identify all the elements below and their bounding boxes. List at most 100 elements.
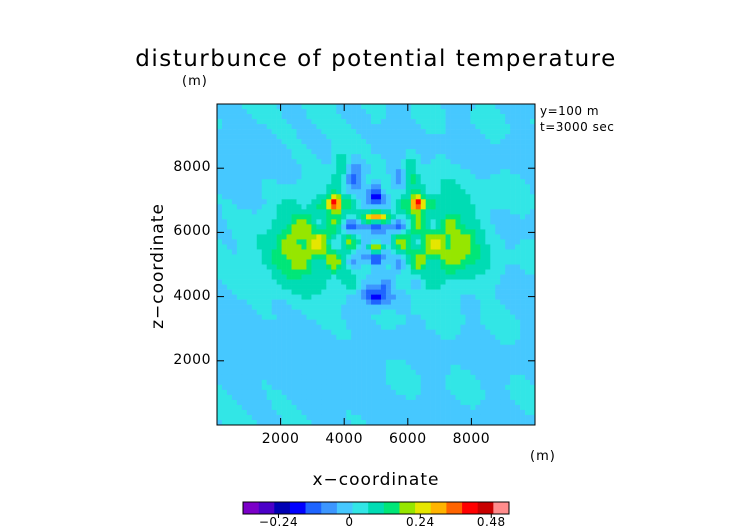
heatmap-cell	[505, 364, 511, 371]
heatmap-cell	[346, 174, 352, 180]
heatmap-cell	[525, 399, 531, 406]
heatmap-cell	[400, 339, 407, 346]
heatmap-cell	[276, 299, 282, 305]
heatmap-cell	[336, 224, 342, 230]
heatmap-cell	[371, 369, 377, 376]
heatmap-cell	[445, 409, 451, 416]
heatmap-cell	[400, 259, 407, 265]
heatmap-cell	[286, 144, 292, 150]
heatmap-cell	[361, 239, 367, 245]
heatmap-cell	[460, 124, 466, 130]
heatmap-cell	[470, 389, 476, 396]
heatmap-cell	[515, 154, 521, 160]
heatmap-cell	[430, 389, 436, 396]
heatmap-cell	[231, 169, 238, 175]
heatmap-cell	[361, 339, 367, 346]
heatmap-cell	[276, 259, 282, 265]
heatmap-cell	[306, 364, 312, 371]
heatmap-cell	[336, 214, 342, 220]
heatmap-cell	[430, 374, 436, 381]
heatmap-cell	[311, 299, 317, 305]
heatmap-cell	[480, 394, 486, 401]
heatmap-cell	[356, 374, 362, 381]
heatmap-cell	[286, 219, 292, 225]
heatmap-cell	[445, 109, 451, 115]
heatmap-cell	[321, 109, 327, 115]
heatmap-cell	[410, 264, 417, 270]
heatmap-cell	[505, 139, 511, 145]
heatmap-cell	[256, 184, 263, 190]
heatmap-cell	[217, 329, 223, 336]
heatmap-cell	[435, 324, 441, 331]
heatmap-cell	[306, 329, 312, 336]
heatmap-cell	[236, 414, 243, 421]
heatmap-cell	[495, 314, 501, 320]
heatmap-cell	[251, 149, 258, 155]
heatmap-cell	[445, 129, 451, 135]
heatmap-cell	[251, 159, 258, 165]
heatmap-cell	[376, 114, 382, 120]
heatmap-cell	[385, 349, 392, 356]
heatmap-cell	[296, 304, 302, 310]
heatmap-cell	[390, 214, 397, 220]
heatmap-cell	[251, 199, 258, 205]
heatmap-cell	[445, 184, 451, 190]
heatmap-cell	[525, 274, 531, 280]
heatmap-cell	[291, 209, 297, 215]
heatmap-cell	[316, 104, 322, 110]
heatmap-cell	[256, 129, 263, 135]
heatmap-cell	[525, 414, 531, 421]
heatmap-cell	[376, 349, 382, 356]
heatmap-cell	[346, 249, 352, 255]
heatmap-cell	[475, 349, 481, 356]
heatmap-cell	[415, 294, 422, 300]
heatmap-cell	[530, 299, 536, 305]
heatmap-cell	[505, 359, 511, 366]
heatmap-cell	[296, 179, 302, 185]
heatmap-cell	[500, 159, 506, 165]
heatmap-cell	[236, 289, 243, 295]
heatmap-cell	[495, 159, 501, 165]
heatmap-cell	[515, 349, 521, 356]
heatmap-cell	[485, 374, 491, 381]
heatmap-cell	[316, 139, 322, 145]
heatmap-cell	[410, 349, 417, 356]
heatmap-cell	[475, 384, 481, 391]
heatmap-cell	[500, 129, 506, 135]
heatmap-cell	[261, 334, 267, 341]
heatmap-cell	[231, 204, 238, 210]
heatmap-cell	[261, 194, 267, 200]
heatmap-cell	[475, 284, 481, 290]
heatmap-cell	[525, 199, 531, 205]
heatmap-cell	[405, 289, 412, 295]
heatmap-cell	[366, 214, 372, 220]
heatmap-cell	[530, 289, 536, 295]
heatmap-cell	[291, 224, 297, 230]
heatmap-cell	[380, 374, 387, 381]
heatmap-cell	[366, 314, 372, 320]
heatmap-cell	[425, 109, 431, 115]
heatmap-cell	[385, 299, 392, 305]
heatmap-cell	[445, 169, 451, 175]
heatmap-cell	[266, 229, 272, 235]
heatmap-cell	[470, 244, 476, 250]
heatmap-cell	[296, 314, 302, 320]
heatmap-cell	[301, 174, 307, 180]
heatmap-cell	[346, 254, 352, 260]
heatmap-cell	[430, 304, 436, 310]
heatmap-cell	[380, 299, 387, 305]
heatmap-cell	[291, 219, 297, 225]
heatmap-cell	[450, 334, 456, 341]
heatmap-cell	[336, 379, 342, 386]
heatmap-cell	[455, 249, 461, 255]
heatmap-cell	[510, 299, 516, 305]
heatmap-cell	[510, 244, 516, 250]
heatmap-cell	[246, 364, 253, 371]
heatmap-cell	[286, 264, 292, 270]
heatmap-cell	[256, 154, 263, 160]
heatmap-cell	[445, 349, 451, 356]
heatmap-cell	[351, 204, 357, 210]
heatmap-cell	[326, 184, 332, 190]
heatmap-cell	[465, 124, 471, 130]
heatmap-cell	[346, 344, 352, 351]
